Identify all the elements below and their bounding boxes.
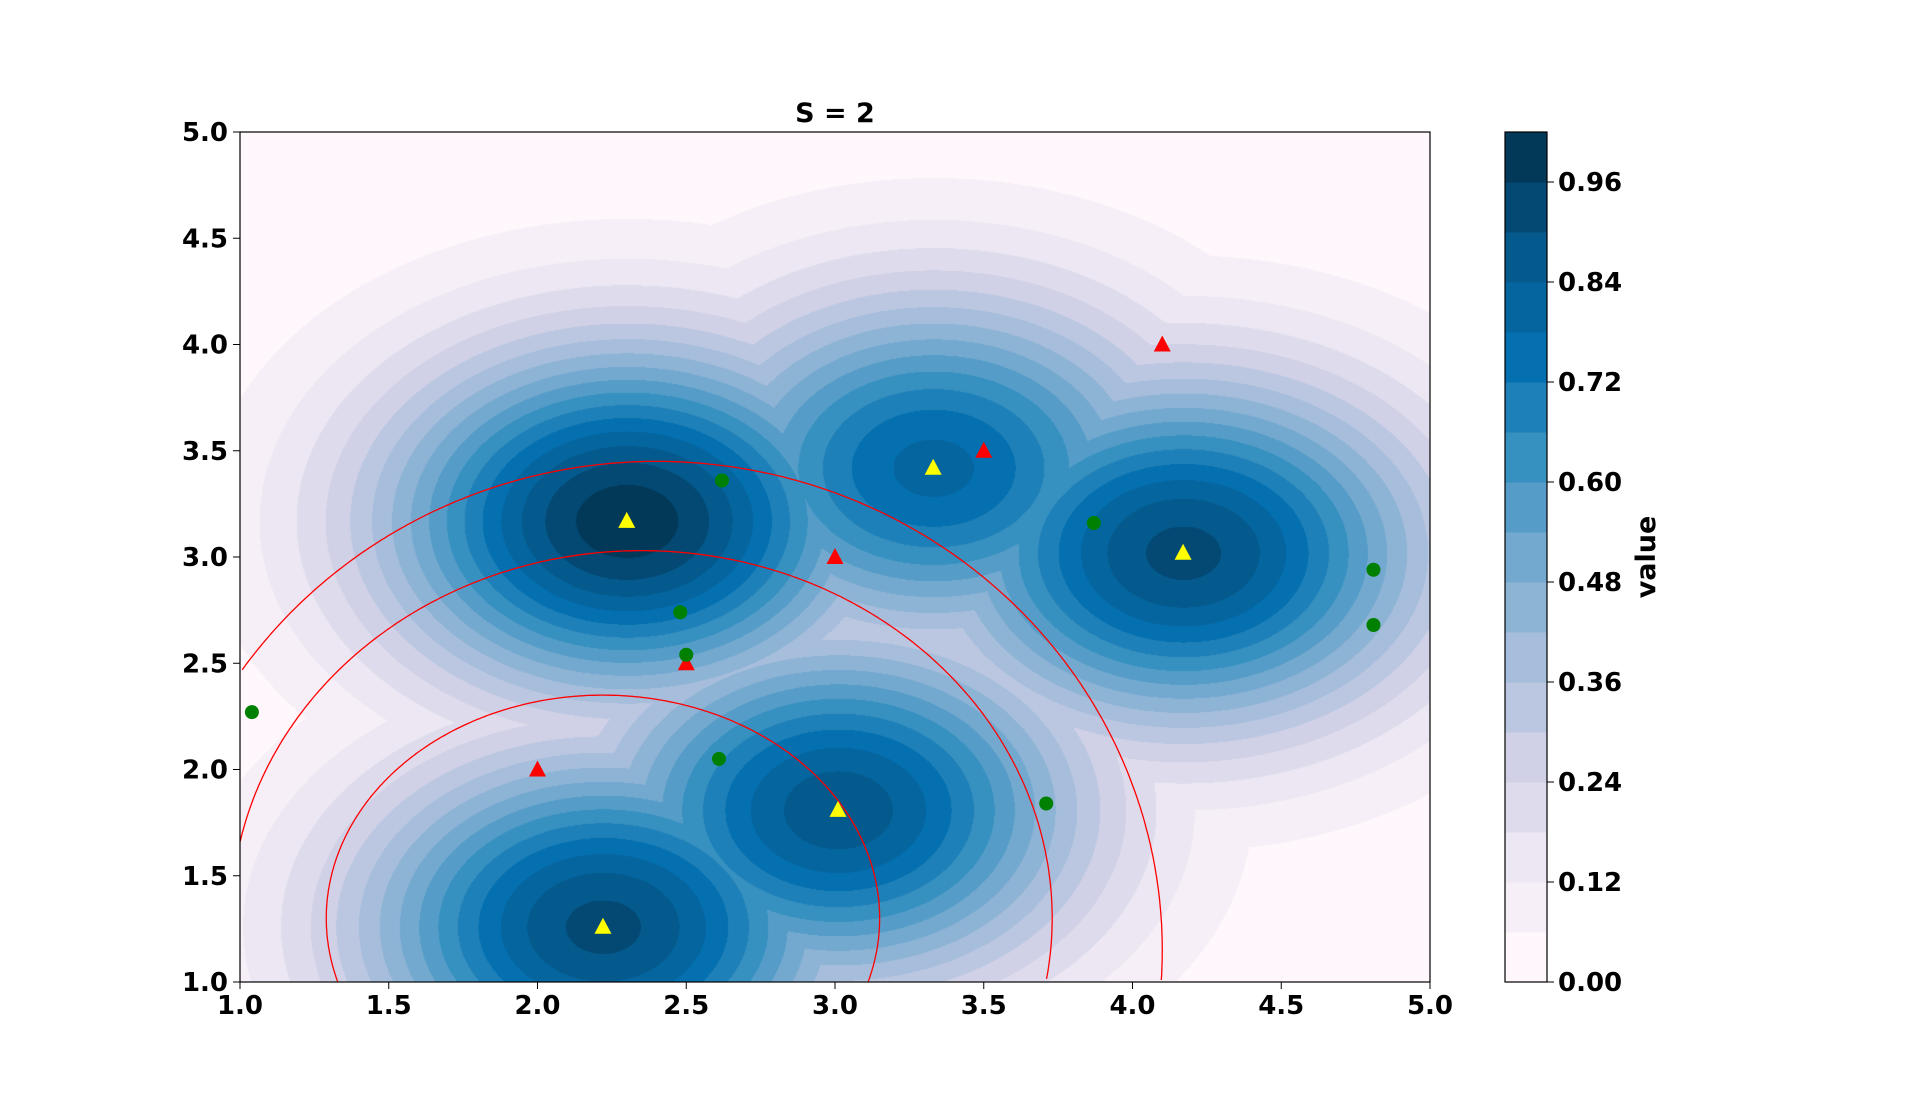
- x-tick-label: 5.0: [1407, 991, 1453, 1021]
- green-dot-marker: [244, 705, 259, 720]
- colorbar-tick-label: 0.36: [1558, 668, 1622, 698]
- colorbar-band: [1505, 832, 1547, 883]
- y-tick-label: 5.0: [182, 118, 228, 148]
- yellow-triangle-marker: [594, 917, 612, 934]
- colorbar-band: [1505, 232, 1547, 283]
- colorbar: [1504, 131, 1548, 983]
- green-dot-marker: [679, 647, 694, 662]
- colorbar-band: [1505, 932, 1547, 983]
- colorbar-band: [1505, 582, 1547, 633]
- x-tick-label: 3.0: [812, 991, 858, 1021]
- x-tick-label: 4.5: [1258, 991, 1304, 1021]
- x-tick-label: 2.5: [663, 991, 709, 1021]
- y-tick-label: 1.5: [182, 862, 228, 892]
- colorbar-tick-label: 0.48: [1558, 568, 1622, 598]
- y-tick-label: 3.5: [182, 437, 228, 467]
- x-tick-label: 2.0: [514, 991, 560, 1021]
- colorbar-tick-label: 0.84: [1558, 268, 1622, 298]
- x-tick-label: 4.0: [1109, 991, 1155, 1021]
- red-circle-1: [239, 549, 1053, 980]
- y-tick-label: 2.5: [182, 649, 228, 679]
- y-tick-label: 4.0: [182, 331, 228, 361]
- x-tick-label: 3.5: [961, 991, 1007, 1021]
- green-dot-marker: [673, 605, 688, 620]
- y-tick-label: 2.0: [182, 756, 228, 786]
- yellow-triangle-marker: [618, 511, 636, 528]
- colorbar-tick-label: 0.12: [1558, 868, 1622, 898]
- green-dot-marker: [1086, 516, 1101, 530]
- colorbar-label: value: [1631, 516, 1662, 599]
- y-tick-label: 4.5: [182, 224, 228, 254]
- colorbar-band: [1505, 332, 1547, 383]
- green-dot-marker: [714, 473, 729, 488]
- colorbar-tick-label: 0.00: [1558, 968, 1622, 998]
- yellow-triangle-marker: [1174, 543, 1192, 560]
- green-dot-marker: [1366, 562, 1381, 577]
- colorbar-tick-label: 0.24: [1558, 768, 1622, 798]
- red-triangle-marker: [975, 441, 993, 458]
- colorbar-band: [1505, 682, 1547, 733]
- colorbar-tick-label: 0.60: [1558, 468, 1622, 498]
- y-tick-label: 1.0: [182, 968, 228, 998]
- red-triangle-marker: [529, 760, 546, 777]
- colorbar-band: [1505, 382, 1547, 433]
- colorbar-band: [1505, 182, 1547, 233]
- colorbar-band: [1505, 532, 1547, 583]
- colorbar-band: [1505, 782, 1547, 833]
- green-dot-marker: [1366, 618, 1381, 632]
- chart-title: S = 2: [795, 98, 875, 129]
- green-dot-marker: [1039, 796, 1054, 811]
- colorbar-band: [1505, 732, 1547, 783]
- y-tick-label: 3.0: [182, 543, 228, 573]
- red-triangle-marker: [826, 548, 844, 564]
- colorbar-band: [1505, 282, 1547, 333]
- colorbar-band: [1505, 632, 1547, 683]
- red-triangle-marker: [677, 654, 695, 671]
- x-tick-label: 1.5: [366, 991, 412, 1021]
- red-circle-0: [241, 460, 1163, 981]
- colorbar-band: [1505, 432, 1547, 483]
- colorbar-band: [1505, 132, 1547, 183]
- colorbar-band: [1505, 882, 1547, 933]
- colorbar-band: [1505, 482, 1547, 533]
- yellow-triangle-marker: [924, 458, 942, 475]
- green-dot-marker: [711, 751, 726, 766]
- x-tick-label: 1.0: [217, 991, 263, 1021]
- colorbar-frame: [1504, 131, 1548, 983]
- red-triangle-marker: [1153, 335, 1171, 352]
- colorbar-tick-label: 0.72: [1558, 368, 1622, 398]
- colorbar-tick-label: 0.96: [1558, 168, 1622, 198]
- yellow-triangle-marker: [829, 800, 847, 817]
- red-circle-2: [325, 694, 881, 982]
